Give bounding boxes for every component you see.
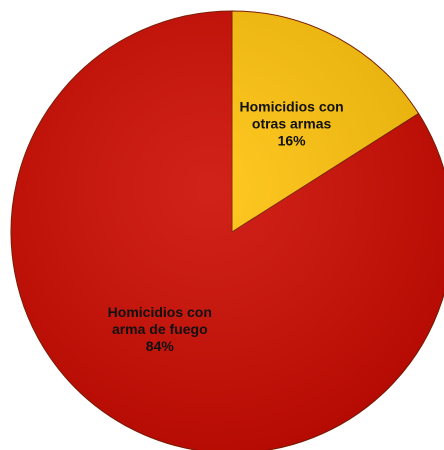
slice-value-label: 16% bbox=[278, 133, 307, 149]
slice-label-1: Homicidios con arma de fuego 84% bbox=[108, 304, 212, 354]
slice-name-line: arma de fuego bbox=[112, 321, 208, 337]
pie-labels: Homicidios con otras armas 16%Homicidios c… bbox=[108, 99, 344, 354]
pie-slices bbox=[10, 10, 444, 450]
slice-name-line: Homicidios con bbox=[108, 304, 212, 320]
slice-name-line: Homicidios con bbox=[239, 99, 343, 115]
slice-label-0: Homicidios con otras armas 16% bbox=[239, 99, 343, 149]
slice-value-label: 84% bbox=[146, 338, 175, 354]
slice-name-line: otras armas bbox=[252, 116, 332, 132]
